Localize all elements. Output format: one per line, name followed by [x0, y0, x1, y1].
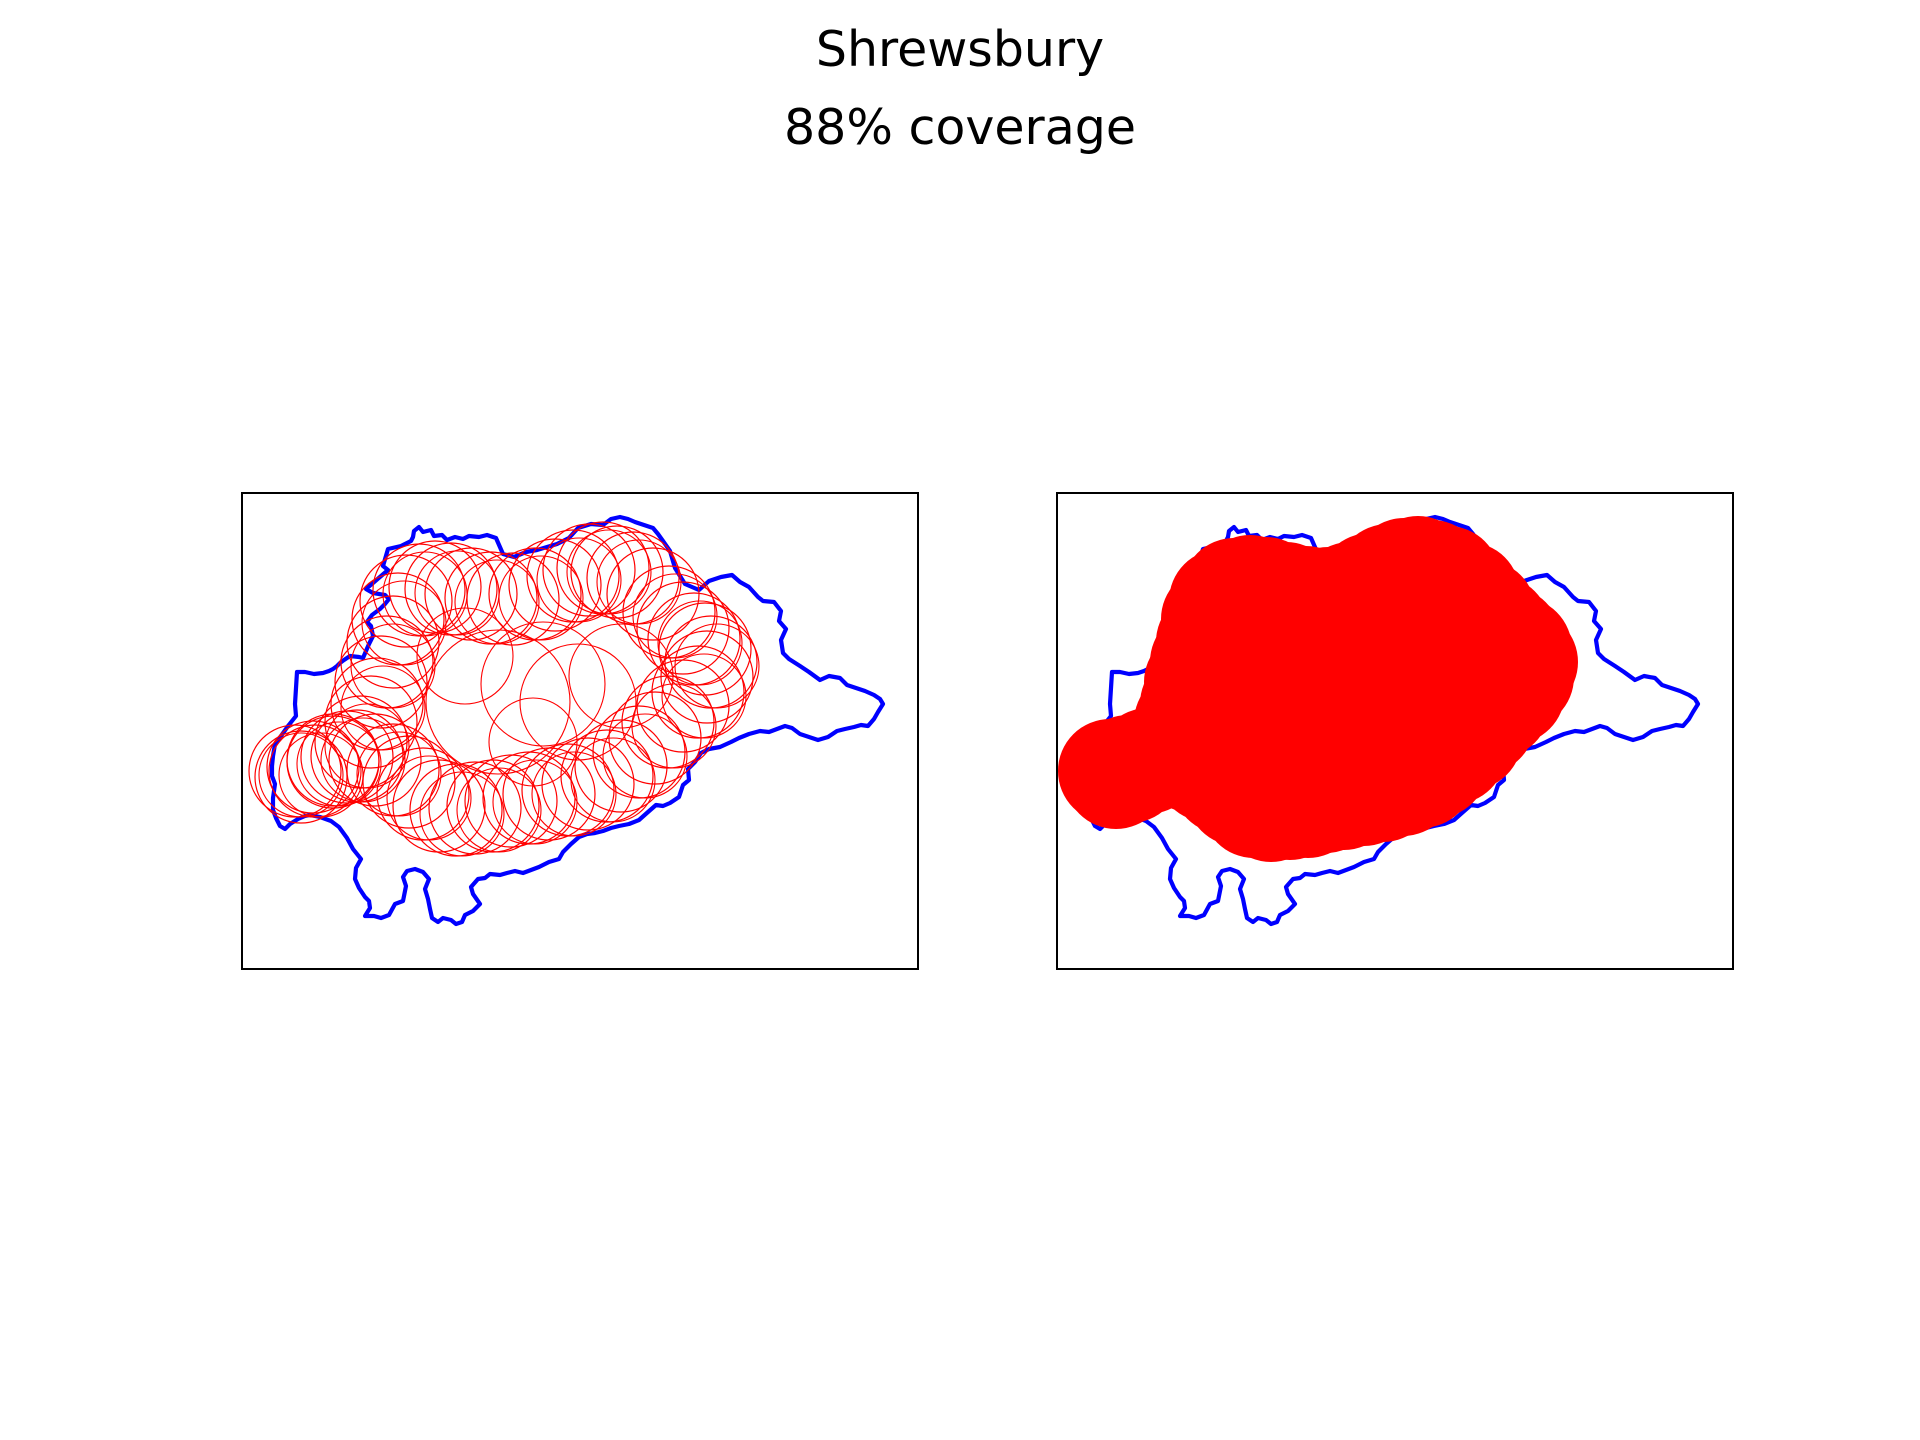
coverage-circle [456, 767, 542, 853]
coverage-circle [632, 573, 718, 659]
coverage-circle [526, 529, 620, 623]
coverage-circle [606, 547, 700, 641]
coverage-circle [286, 715, 380, 809]
coverage-circle [320, 717, 406, 803]
coverage-circle [350, 623, 436, 709]
coverage-circle [531, 751, 617, 837]
coverage-circle [488, 697, 578, 787]
coverage-circle [657, 600, 743, 686]
coverage-circle [356, 731, 442, 817]
coverage-circle [519, 643, 637, 761]
coverage-circle [464, 754, 558, 848]
coverage-circle [258, 732, 344, 818]
coverage-circle [254, 730, 348, 824]
coverage-circle [361, 580, 447, 666]
figure-title: Shrewsbury [815, 21, 1105, 78]
coverage-circle [416, 607, 514, 705]
coverage-circle [566, 529, 652, 615]
map-panel-filled [1056, 492, 1734, 970]
coverage-circle [359, 554, 453, 648]
coverage-circle [536, 537, 622, 623]
coverage-circle [661, 653, 747, 739]
coverage-circle [296, 721, 382, 807]
coverage-circle [492, 759, 578, 845]
map-panel-circles [241, 492, 919, 970]
coverage-circle [560, 729, 654, 823]
coverage-circle [498, 555, 584, 641]
coverage-fill-circle [1166, 702, 1270, 806]
coverage-fill-circle [1391, 672, 1495, 776]
coverage-circle [419, 771, 505, 857]
coverage-circle [425, 629, 571, 775]
area-boundary-outline [269, 514, 886, 927]
coverage-circle [351, 572, 445, 666]
coverage-subtitle: 88% coverage [784, 99, 1136, 156]
coverage-circle [388, 540, 482, 634]
coverage-circle [340, 665, 426, 751]
coverage-circle [568, 623, 674, 729]
coverage-circle [324, 703, 410, 789]
coverage-circle [324, 675, 418, 769]
coverage-circle [334, 635, 428, 729]
coverage-fill-group [1058, 516, 1578, 862]
coverage-circle [541, 737, 635, 831]
coverage-circle [602, 713, 688, 799]
map-canvas-filled [1058, 514, 1701, 927]
coverage-circle [574, 719, 668, 813]
coverage-circle [362, 735, 456, 829]
map-canvas-circles [248, 514, 886, 927]
coverage-circle-group [248, 521, 760, 857]
coverage-circle [346, 595, 440, 689]
coverage-circle [596, 539, 682, 625]
coverage-circle [382, 551, 468, 637]
coverage-circle [278, 732, 364, 818]
coverage-circle [631, 683, 717, 769]
coverage-circle [454, 559, 540, 645]
coverage-fill-circle [1064, 725, 1168, 829]
coverage-fill-circle [1336, 592, 1440, 696]
coverage-circle [480, 621, 606, 747]
coverage-circle [636, 581, 730, 675]
coverage-circle [386, 755, 472, 841]
